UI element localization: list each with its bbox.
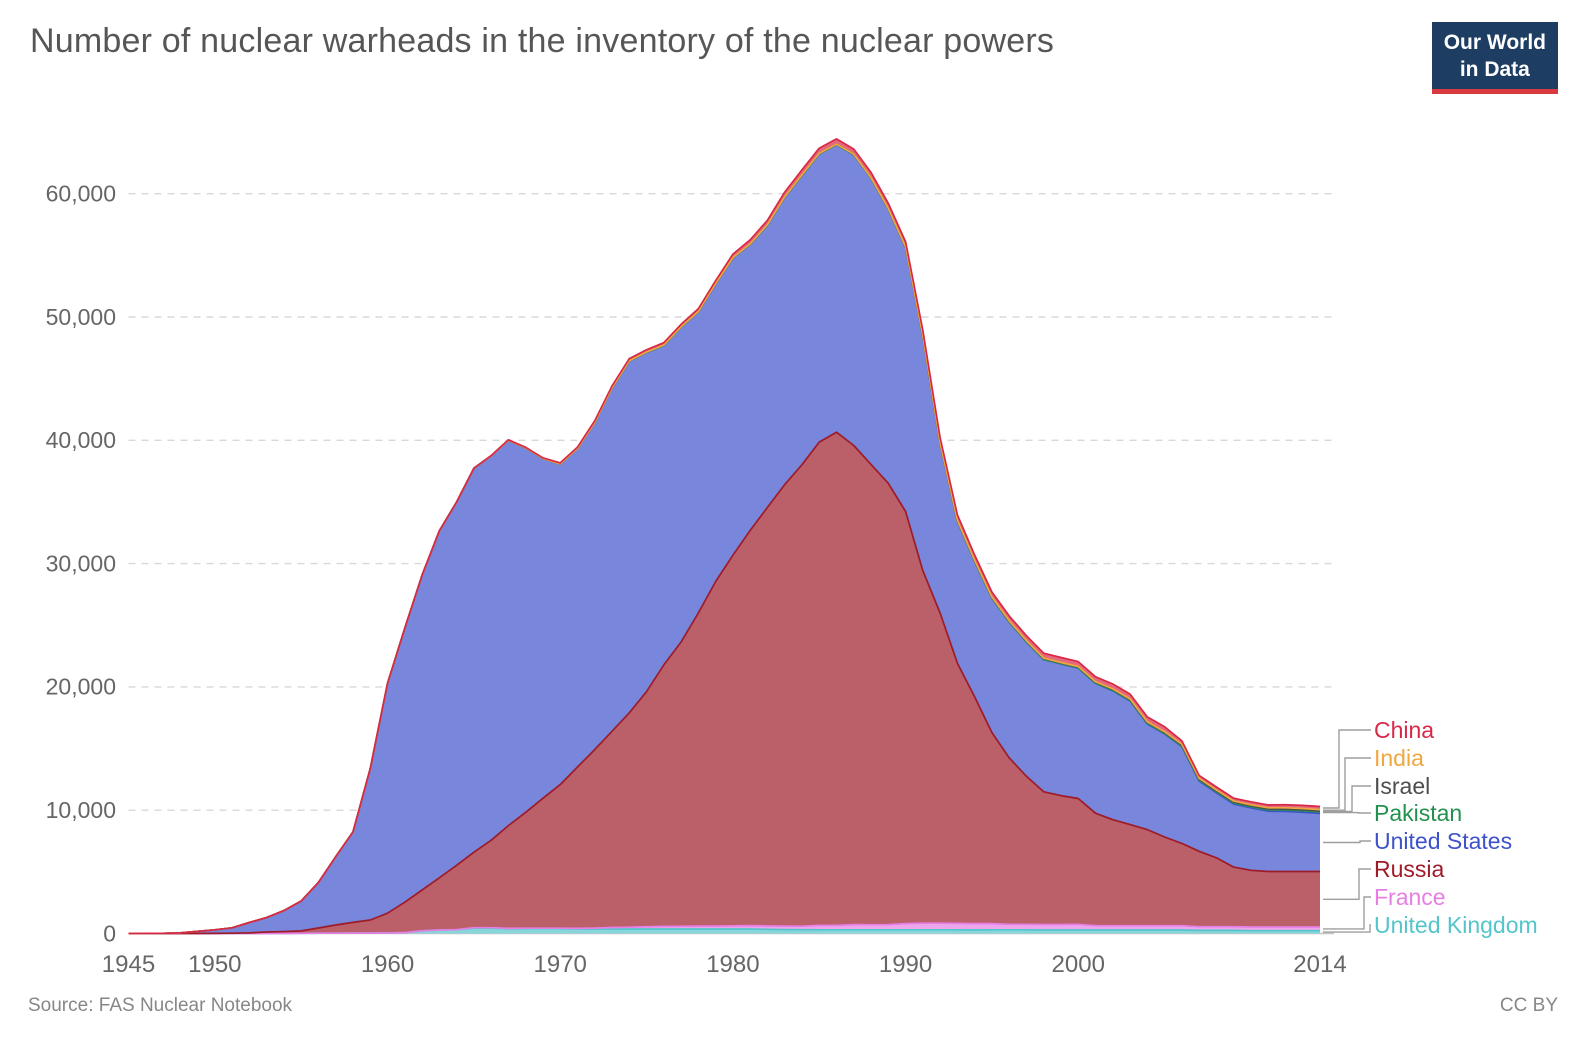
y-tick-label: 30,000 [46,550,116,576]
x-tick-label: 1980 [706,951,759,978]
area-united-states[interactable] [128,144,1321,934]
x-tick-label: 1950 [188,951,241,978]
legend-item-united-states[interactable]: United States [1374,828,1513,854]
area-united-kingdom[interactable] [128,928,1321,934]
legend-connector-united-kingdom [1323,924,1371,933]
x-tick-label: 1990 [879,951,932,978]
x-tick-label: 2014 [1293,951,1346,978]
license-link[interactable]: CC BY [1499,995,1558,1016]
area-russia[interactable] [128,432,1321,934]
owid-logo[interactable]: Our World in Data [1431,22,1558,94]
line-russia [128,431,1320,935]
line-china [128,138,1321,935]
x-tick-label: 2000 [1052,951,1105,978]
x-tick-label: 1970 [534,951,587,978]
legend-connector-china [1323,729,1371,809]
legend-connector-israel [1323,785,1371,813]
logo-line-1: Our World [1443,31,1546,54]
legend-item-russia[interactable]: Russia [1374,856,1445,882]
source-note: Source: FAS Nuclear Notebook [28,995,293,1016]
legend-item-pakistan[interactable]: Pakistan [1374,800,1463,826]
y-tick-label: 40,000 [46,427,116,453]
legend-connector-united-states [1323,840,1371,844]
legend-item-israel[interactable]: Israel [1374,773,1431,799]
chart-title: Number of nuclear warheads in the invent… [30,22,1055,60]
legend-connector-russia [1323,868,1371,900]
y-tick-label: 20,000 [46,674,116,700]
y-tick-label: 0 [103,920,116,946]
legend-item-china[interactable]: China [1374,717,1435,743]
x-tick-label: 1945 [102,951,155,978]
x-tick-label: 1960 [361,951,414,978]
legend-connector-france [1323,896,1371,930]
logo-line-2: in Data [1459,58,1530,81]
line-france [128,922,1320,935]
legend-item-united-kingdom[interactable]: United Kingdom [1374,912,1538,938]
legend-item-france[interactable]: France [1374,884,1446,910]
legend-connector-india [1323,757,1371,811]
y-tick-label: 50,000 [46,304,116,330]
y-tick-label: 10,000 [46,797,116,823]
y-tick-label: 60,000 [46,181,116,207]
legend-item-india[interactable]: India [1374,745,1424,771]
